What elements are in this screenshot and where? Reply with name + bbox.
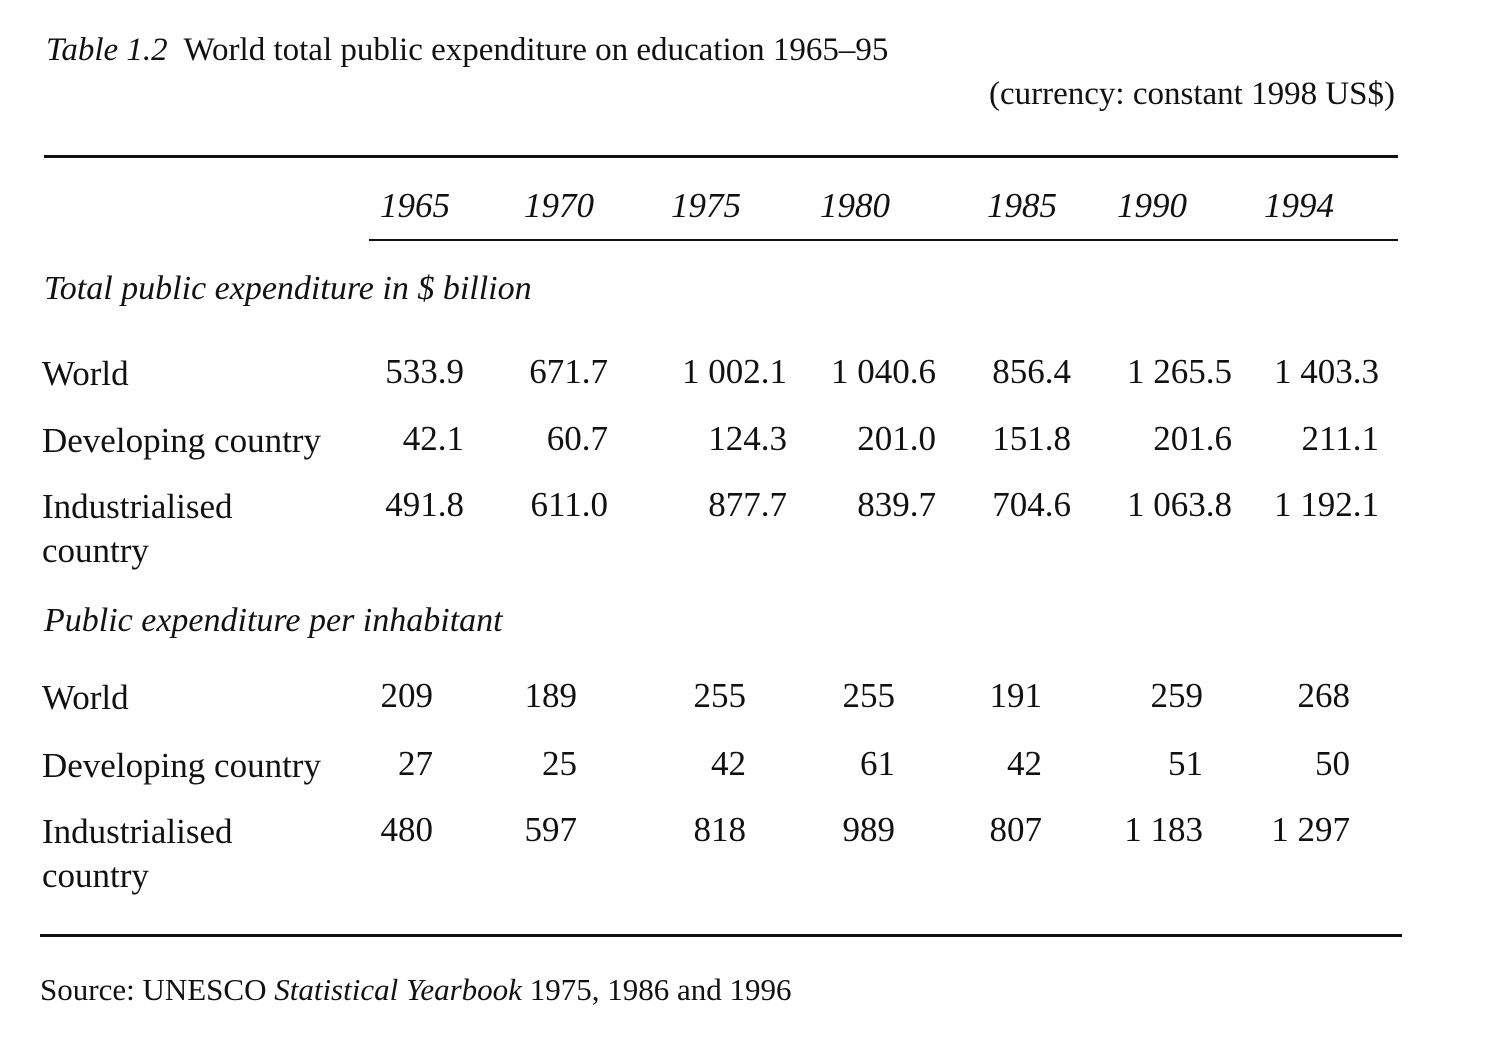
table-cell: 671.7	[529, 352, 608, 391]
table-cell: 27	[398, 744, 433, 783]
year-header-1975: 1975	[671, 186, 741, 225]
table-cell: 877.7	[708, 485, 787, 524]
table-cell: 1 192.1	[1274, 485, 1379, 524]
table-cell: 42	[711, 744, 746, 783]
row-label: World	[42, 678, 129, 717]
table-number: Table 1.2	[46, 32, 168, 68]
table-cell: 1 403.3	[1274, 352, 1379, 391]
year-header-1965: 1965	[380, 186, 450, 225]
table-cell: 191	[989, 676, 1043, 715]
source-suffix: 1975, 1986 and 1996	[521, 972, 792, 1007]
row-label: Developing country	[42, 746, 321, 785]
table-cell: 597	[524, 810, 578, 849]
table-cell: 51	[1168, 744, 1203, 783]
top-rule	[44, 155, 1398, 158]
header-rule	[369, 239, 1398, 241]
table-cell: 989	[842, 810, 896, 849]
table-cell: 124.3	[708, 419, 787, 458]
table-cell: 268	[1297, 676, 1351, 715]
row-label: Industrialised country	[42, 487, 233, 570]
table-cell: 209	[380, 676, 434, 715]
table-cell: 1 183	[1124, 810, 1203, 849]
table-cell: 201.0	[857, 419, 936, 458]
table-title: World total public expenditure on educat…	[183, 32, 889, 68]
source-publication: Statistical Yearbook	[274, 972, 522, 1007]
year-header-1990: 1990	[1117, 186, 1187, 225]
table-cell: 42	[1007, 744, 1042, 783]
table-cell: 201.6	[1153, 419, 1232, 458]
table-cell: 611.0	[530, 485, 608, 524]
row-label: Developing country	[42, 421, 321, 460]
table-cell: 856.4	[992, 352, 1071, 391]
table-cell: 60.7	[546, 419, 608, 458]
table-cell: 1 297	[1271, 810, 1350, 849]
table-cell: 480	[380, 810, 434, 849]
table-cell: 839.7	[857, 485, 936, 524]
table-cell: 211.1	[1301, 419, 1379, 458]
year-header-1970: 1970	[524, 186, 594, 225]
table-cell: 255	[842, 676, 896, 715]
year-header-1994: 1994	[1264, 186, 1334, 225]
bottom-rule	[40, 934, 1402, 937]
table-cell: 704.6	[992, 485, 1071, 524]
row-label: Industrialised country	[42, 812, 233, 895]
table-cell: 50	[1315, 744, 1350, 783]
table-cell: 818	[693, 810, 747, 849]
table-cell: 491.8	[385, 485, 464, 524]
section-title-total: Total public expenditure in $ billion	[44, 270, 532, 307]
table-cell: 1 002.1	[682, 352, 787, 391]
table-cell: 255	[693, 676, 747, 715]
table-cell: 1 063.8	[1127, 485, 1232, 524]
table-cell: 25	[542, 744, 577, 783]
row-label: World	[42, 354, 129, 393]
currency-note: (currency: constant 1998 US$)	[989, 76, 1395, 112]
table-cell: 61	[860, 744, 895, 783]
table-caption: Table 1.2 World total public expenditure…	[46, 32, 888, 69]
table-cell: 1 265.5	[1127, 352, 1232, 391]
table-cell: 42.1	[402, 419, 464, 458]
year-header-1980: 1980	[820, 186, 890, 225]
table-cell: 1 040.6	[831, 352, 936, 391]
table-cell: 151.8	[992, 419, 1071, 458]
source-note: Source: UNESCO Statistical Yearbook 1975…	[40, 972, 791, 1008]
table-cell: 259	[1150, 676, 1204, 715]
table-cell: 533.9	[385, 352, 464, 391]
table-cell: 807	[989, 810, 1043, 849]
table-cell: 189	[524, 676, 578, 715]
source-prefix: Source: UNESCO	[40, 972, 275, 1007]
year-header-1985: 1985	[987, 186, 1057, 225]
section-title-per-inhabitant: Public expenditure per inhabitant	[44, 602, 503, 639]
